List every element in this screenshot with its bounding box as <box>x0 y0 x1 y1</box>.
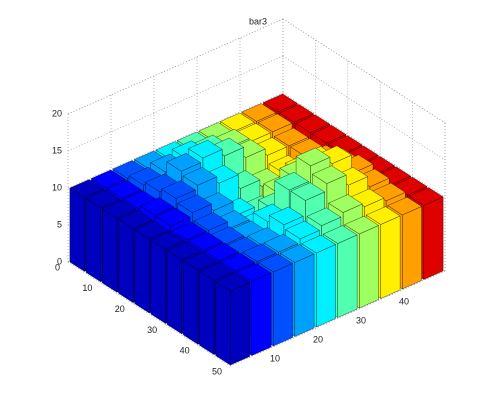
y-tick-label: 30 <box>356 315 366 325</box>
bar-top <box>69 179 105 198</box>
box-edge <box>67 261 231 367</box>
bar-top <box>220 112 255 132</box>
bar-top <box>306 207 342 226</box>
bar-top <box>85 189 121 209</box>
bar-top <box>295 147 331 166</box>
bar-top <box>220 252 256 272</box>
x-tick-label: 40 <box>180 346 190 356</box>
bar-top <box>311 165 347 184</box>
bar-face <box>359 225 379 309</box>
bar-top <box>91 169 126 189</box>
bar-face <box>150 239 166 324</box>
grid-line <box>67 18 284 115</box>
bar-top <box>387 196 422 216</box>
bar-top <box>118 210 153 229</box>
bar-face <box>230 282 250 366</box>
bar-face <box>85 198 101 283</box>
bar-face <box>423 196 444 280</box>
grid-line <box>229 270 446 367</box>
bar-top <box>155 207 191 227</box>
bar-face <box>294 253 315 337</box>
bar-top <box>279 104 314 123</box>
bar-face <box>337 234 358 318</box>
bar-face <box>102 208 118 293</box>
z-tick-label: 10 <box>52 182 62 192</box>
bar-top <box>285 220 320 240</box>
bar-top <box>166 241 202 261</box>
bar-face <box>273 263 293 347</box>
bar-top <box>182 167 218 186</box>
bar-top <box>215 272 250 292</box>
bar-top <box>408 187 444 206</box>
bar-top <box>322 225 358 244</box>
z-tick-label: 5 <box>57 219 62 229</box>
bar-top <box>279 244 315 263</box>
z-tick-label: 0 <box>57 256 62 266</box>
bar-top <box>204 242 240 261</box>
bar-face <box>380 215 401 299</box>
bar <box>215 272 250 366</box>
bar-top <box>273 127 309 147</box>
x-tick-label: 0 <box>55 262 60 272</box>
bar-face <box>183 260 199 345</box>
bar-top <box>301 234 336 254</box>
bar-top <box>328 194 363 213</box>
bar-face <box>251 272 272 356</box>
bar-face <box>316 244 336 328</box>
bar-top <box>290 182 326 201</box>
bar-top <box>107 180 142 199</box>
bar-top <box>187 139 223 159</box>
bar-top <box>188 232 223 251</box>
bar-top <box>263 93 298 113</box>
bar-face <box>69 187 85 272</box>
bar-top <box>241 103 277 122</box>
bar-face <box>199 270 215 355</box>
grid-line <box>282 92 446 198</box>
bar-top <box>236 263 272 282</box>
y-tick-label: 20 <box>313 334 323 344</box>
bar-face <box>166 250 182 335</box>
bar-top <box>344 215 379 235</box>
bar-top <box>295 114 331 133</box>
bar-top <box>365 206 401 225</box>
bar-top <box>258 253 293 273</box>
z-tick-label: 15 <box>52 145 62 155</box>
grid-line <box>282 18 446 124</box>
bar-face <box>402 206 422 290</box>
bar-top <box>268 206 304 225</box>
y-tick-label: 10 <box>270 353 280 363</box>
bar-top <box>161 180 196 199</box>
bar-top <box>177 194 212 213</box>
bar-face <box>118 218 134 303</box>
x-tick-label: 30 <box>147 325 157 335</box>
grid-line <box>67 55 284 152</box>
bar-top <box>274 171 309 191</box>
bar-top <box>101 200 137 219</box>
bar-top <box>242 243 277 262</box>
x-tick-label: 50 <box>212 366 222 376</box>
bar-top <box>166 153 202 172</box>
bar-top <box>139 197 175 216</box>
chart-title: bar3 <box>249 16 267 26</box>
bar-top <box>311 124 347 144</box>
x-tick-label: 10 <box>82 283 92 293</box>
grid-line <box>282 55 446 161</box>
bar-top <box>263 233 299 253</box>
x-tick-label: 20 <box>115 304 125 314</box>
z-tick-label: 20 <box>52 108 62 118</box>
bar-face <box>215 281 231 366</box>
bar-top <box>182 252 218 271</box>
bar-face <box>134 229 150 314</box>
bar-top <box>150 231 186 250</box>
y-tick-label: 40 <box>399 296 409 306</box>
bar-top <box>193 212 229 231</box>
grid-line <box>67 92 284 189</box>
bar-top <box>199 262 234 281</box>
bar-top <box>172 221 207 241</box>
bar-top <box>134 220 169 240</box>
bar-top <box>257 113 293 132</box>
